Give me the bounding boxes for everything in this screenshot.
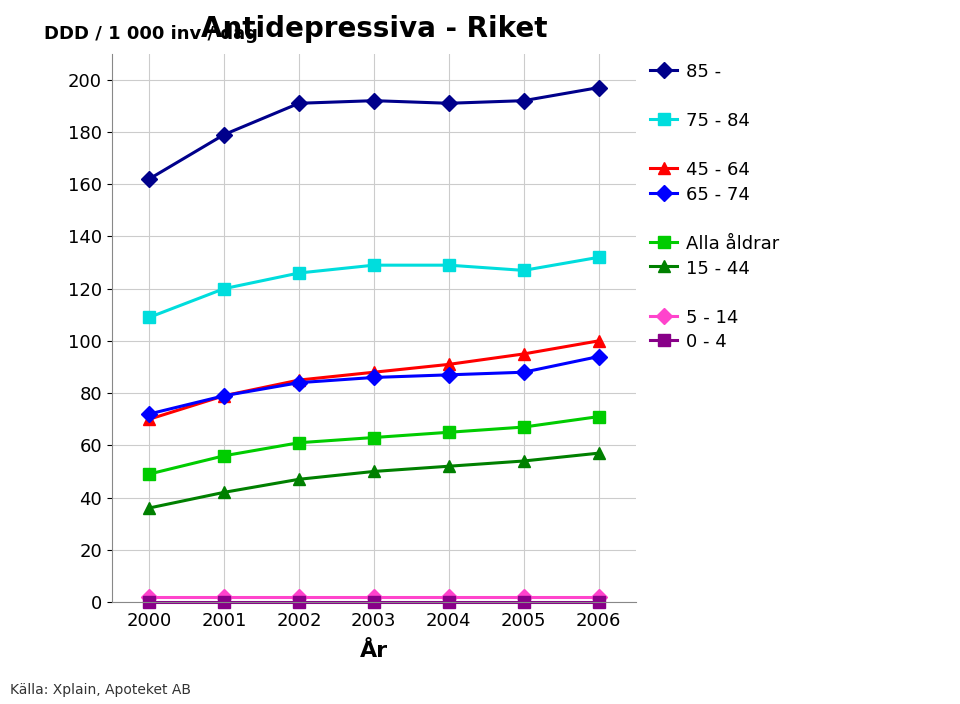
- Line: 15 - 44: 15 - 44: [144, 448, 604, 513]
- Alla åldrar: [592, 413, 604, 421]
- Alla åldrar: [218, 451, 229, 460]
- Text: DDD / 1 000 inv / dag: DDD / 1 000 inv / dag: [43, 25, 257, 43]
- 0 - 4: [592, 598, 604, 606]
- 75 - 84: [143, 313, 155, 322]
- 0 - 4: [218, 598, 229, 606]
- 45 - 64: [293, 376, 304, 384]
- Line: 75 - 84: 75 - 84: [144, 252, 604, 323]
- 85 -: [443, 99, 454, 108]
- Alla åldrar: [368, 433, 379, 441]
- 45 - 64: [368, 368, 379, 377]
- 65 - 74: [143, 410, 155, 418]
- 15 - 44: [368, 467, 379, 476]
- 75 - 84: [517, 266, 529, 275]
- 0 - 4: [443, 598, 454, 606]
- 5 - 14: [517, 593, 529, 601]
- 5 - 14: [293, 593, 304, 601]
- 85 -: [592, 83, 604, 92]
- 15 - 44: [293, 475, 304, 484]
- Title: Antidepressiva - Riket: Antidepressiva - Riket: [201, 15, 547, 43]
- 65 - 74: [368, 373, 379, 382]
- 65 - 74: [592, 352, 604, 360]
- 75 - 84: [443, 261, 454, 270]
- 15 - 44: [143, 504, 155, 513]
- 0 - 4: [293, 598, 304, 606]
- 65 - 74: [443, 370, 454, 379]
- Line: 85 -: 85 -: [144, 82, 604, 184]
- Legend: 85 -, , 75 - 84, , 45 - 64, 65 - 74, , Alla åldrar, 15 - 44, , 5 - 14, 0 - 4: 85 -, , 75 - 84, , 45 - 64, 65 - 74, , A…: [650, 63, 780, 351]
- 85 -: [517, 96, 529, 105]
- 75 - 84: [218, 284, 229, 293]
- 0 - 4: [517, 598, 529, 606]
- Alla åldrar: [517, 423, 529, 432]
- Line: 45 - 64: 45 - 64: [144, 335, 604, 425]
- 5 - 14: [443, 593, 454, 601]
- 45 - 64: [143, 415, 155, 423]
- 45 - 64: [592, 337, 604, 345]
- 15 - 44: [218, 488, 229, 496]
- 0 - 4: [143, 598, 155, 606]
- 0 - 4: [368, 598, 379, 606]
- 85 -: [368, 96, 379, 105]
- 45 - 64: [443, 360, 454, 369]
- Line: 5 - 14: 5 - 14: [144, 591, 604, 603]
- 15 - 44: [443, 462, 454, 470]
- 65 - 74: [517, 368, 529, 377]
- Text: Källa: Xplain, Apoteket AB: Källa: Xplain, Apoteket AB: [10, 683, 191, 697]
- 65 - 74: [218, 391, 229, 400]
- 85 -: [293, 99, 304, 108]
- 75 - 84: [293, 269, 304, 277]
- 5 - 14: [592, 593, 604, 601]
- 45 - 64: [517, 350, 529, 358]
- Line: Alla åldrar: Alla åldrar: [144, 411, 604, 479]
- Alla åldrar: [293, 439, 304, 447]
- Alla åldrar: [143, 470, 155, 478]
- 75 - 84: [592, 253, 604, 262]
- Line: 0 - 4: 0 - 4: [144, 596, 604, 608]
- 15 - 44: [592, 449, 604, 458]
- X-axis label: År: År: [360, 641, 388, 661]
- 15 - 44: [517, 457, 529, 465]
- 5 - 14: [218, 593, 229, 601]
- 75 - 84: [368, 261, 379, 270]
- Line: 65 - 74: 65 - 74: [144, 351, 604, 420]
- 5 - 14: [143, 593, 155, 601]
- 45 - 64: [218, 391, 229, 400]
- Alla åldrar: [443, 428, 454, 436]
- 85 -: [218, 130, 229, 139]
- 85 -: [143, 175, 155, 183]
- 65 - 74: [293, 379, 304, 387]
- 5 - 14: [368, 593, 379, 601]
